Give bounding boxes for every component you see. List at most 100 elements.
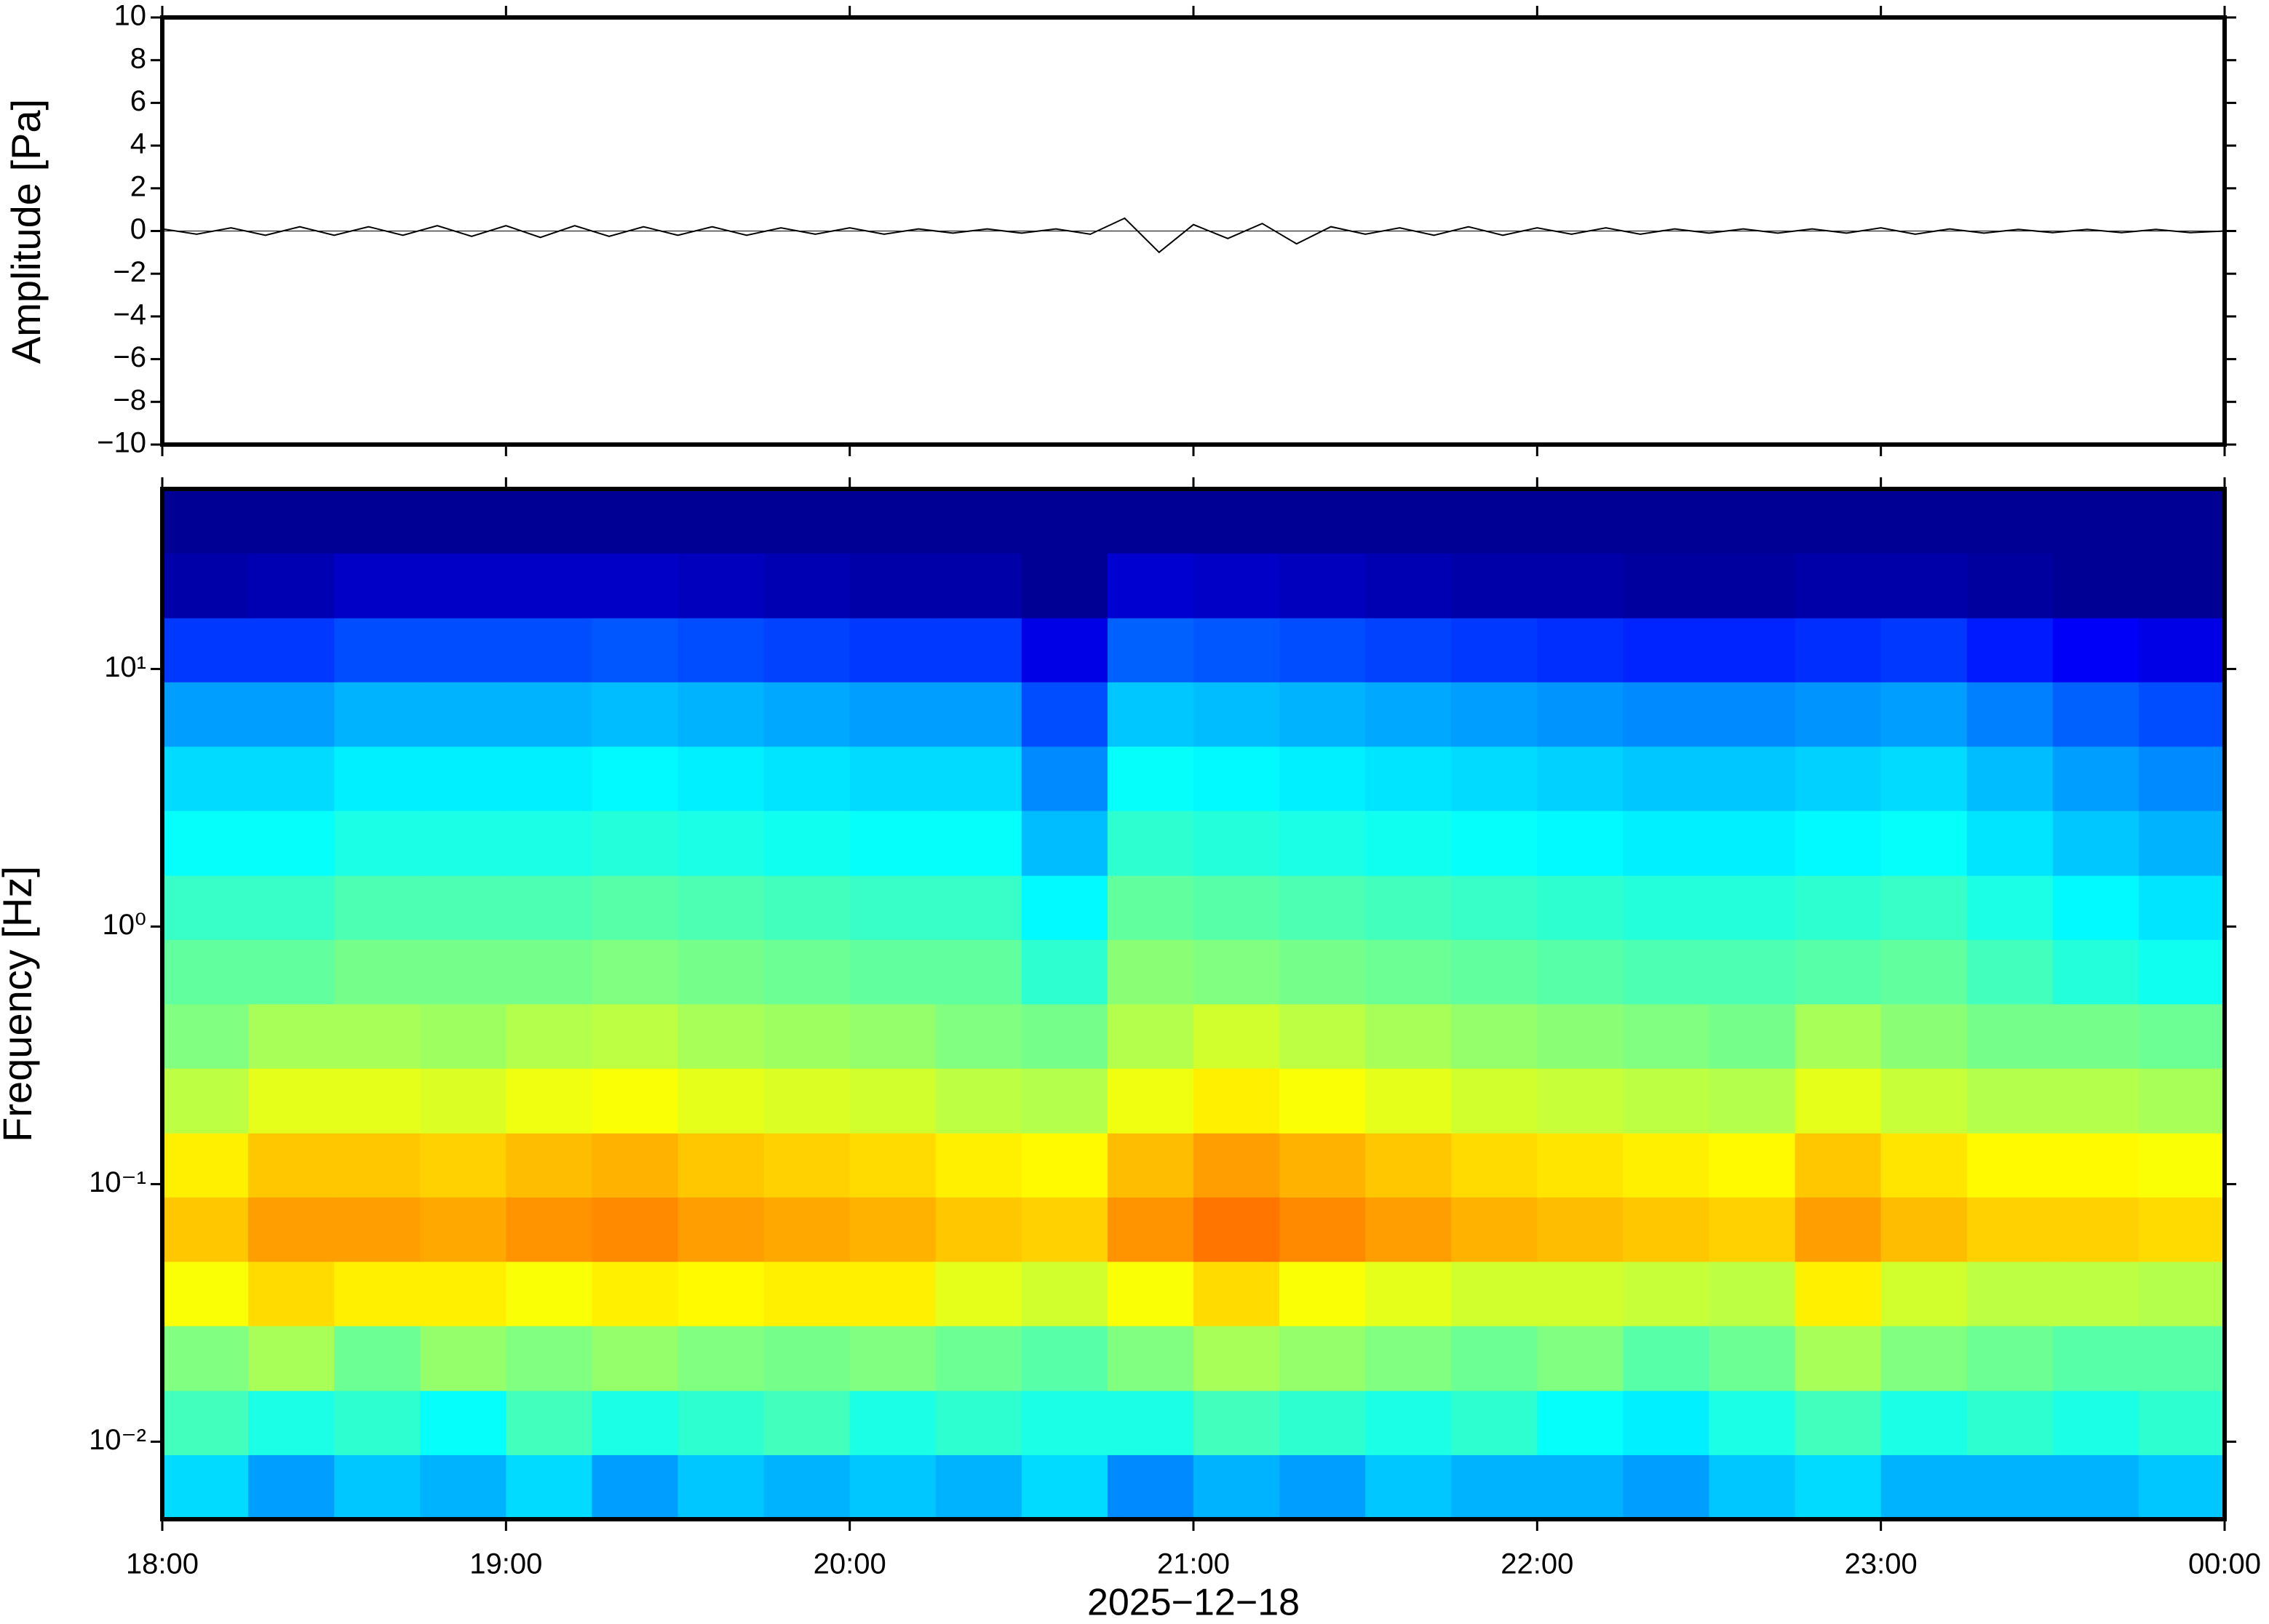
x-tick-label: 20:00 xyxy=(814,1548,886,1580)
spectrogram-cell xyxy=(1880,1326,1968,1391)
spectrogram-cell xyxy=(677,1133,765,1198)
spectrogram-cell xyxy=(763,1003,851,1069)
spectrogram-cell xyxy=(1451,1261,1538,1326)
spectrogram-cell xyxy=(420,1197,506,1262)
spectrogram-cell xyxy=(849,875,937,940)
spectrogram-cell xyxy=(677,939,765,1005)
x-tick-label: 21:00 xyxy=(1157,1548,1230,1580)
spectrogram-cell xyxy=(1623,1326,1710,1391)
spectrogram-cell xyxy=(2138,682,2225,747)
spectrogram-cell xyxy=(506,553,593,618)
spectrogram-cell xyxy=(1365,1326,1452,1391)
y-tick-label: 2 xyxy=(130,170,146,202)
spectrogram-cell xyxy=(763,553,851,618)
spectrogram-cell xyxy=(935,682,1022,747)
spectrogram-cell xyxy=(677,1390,765,1455)
spectrogram-cell xyxy=(1880,553,1968,618)
spectrogram-cell xyxy=(1709,1133,1796,1198)
spectrogram-cell xyxy=(2138,1068,2225,1134)
y-tick-label: 10 xyxy=(114,0,147,32)
spectrogram-cell xyxy=(763,746,851,811)
spectrogram-cell xyxy=(1107,489,1194,554)
spectrogram-cell xyxy=(1795,1133,1882,1198)
spectrogram-cell xyxy=(248,1390,335,1455)
spectrogram-cell xyxy=(1880,1454,1968,1520)
spectrogram-cell xyxy=(1279,1326,1366,1391)
spectrogram-cell xyxy=(1193,1197,1280,1262)
spectrogram-cell xyxy=(1193,682,1280,747)
spectrogram-cell xyxy=(334,1261,421,1326)
spectrogram-cell xyxy=(677,553,765,618)
spectrogram-cell xyxy=(1795,1454,1882,1520)
spectrogram-cell xyxy=(1709,489,1796,554)
x-axis-label: 2025−12−18 xyxy=(1087,1582,1300,1624)
spectrogram-cell xyxy=(1279,939,1366,1005)
spectrogram-cell xyxy=(1537,1454,1624,1520)
spectrogram-cell xyxy=(677,489,765,554)
spectrogram-cell xyxy=(592,1003,679,1069)
spectrogram-cell xyxy=(1279,811,1366,876)
spectrogram-cell xyxy=(935,1390,1022,1455)
spectrogram-cell xyxy=(1795,1390,1882,1455)
spectrogram-cell xyxy=(1623,746,1710,811)
spectrogram-cell xyxy=(1451,1003,1538,1069)
spectrogram-cell xyxy=(248,618,335,682)
spectrogram-cell xyxy=(1451,811,1538,876)
spectrogram-cell xyxy=(420,1390,506,1455)
spectrogram-cell xyxy=(763,618,851,682)
spectrogram-cell xyxy=(1193,553,1280,618)
panel-frame xyxy=(160,487,2227,1521)
spectrogram-cell xyxy=(162,1454,249,1520)
spectrogram-cell xyxy=(1795,1261,1882,1326)
spectrogram-cell xyxy=(2138,489,2225,554)
spectrogram-cell xyxy=(506,875,593,940)
spectrogram-cell xyxy=(1107,939,1194,1005)
spectrogram-cell xyxy=(1966,1390,2054,1455)
spectrogram-cell xyxy=(1709,1390,1796,1455)
spectrogram-cell xyxy=(1365,682,1452,747)
spectrogram-cell xyxy=(677,1326,765,1391)
spectrogram-cell xyxy=(2052,1326,2139,1391)
spectrogram-cell xyxy=(1709,1261,1796,1326)
spectrogram-cell xyxy=(849,811,937,876)
spectrogram-cell xyxy=(1021,1133,1108,1198)
spectrogram-cell xyxy=(1537,682,1624,747)
spectrogram-cell xyxy=(506,618,593,682)
spectrogram-cell xyxy=(677,1003,765,1069)
spectrogram-cell xyxy=(849,939,937,1005)
x-tick-label: 22:00 xyxy=(1501,1548,1573,1580)
spectrogram-cell xyxy=(592,682,679,747)
spectrogram-cell xyxy=(1451,1197,1538,1262)
spectrogram-cell xyxy=(1107,1326,1194,1391)
spectrogram-cell xyxy=(1021,1197,1108,1262)
spectrogram-cell xyxy=(248,682,335,747)
spectrogram-cell xyxy=(2052,811,2139,876)
spectrogram-cell xyxy=(1021,875,1108,940)
spectrogram-cell xyxy=(1537,553,1624,618)
spectrogram-cell xyxy=(248,1326,335,1391)
spectrogram-cell xyxy=(1880,1133,1968,1198)
spectrogram-cell xyxy=(1193,489,1280,554)
spectrogram-cell xyxy=(2052,489,2139,554)
spectrogram-cell xyxy=(1365,1261,1452,1326)
spectrogram-cell xyxy=(763,1133,851,1198)
spectrogram-cell xyxy=(1537,1003,1624,1069)
y-tick-label: 10⁻¹ xyxy=(89,1166,146,1198)
spectrogram-cell xyxy=(1451,1390,1538,1455)
spectrogram-cell xyxy=(2052,1068,2139,1134)
x-tick-label: 23:00 xyxy=(1845,1548,1918,1580)
spectrogram-cell xyxy=(1365,1454,1452,1520)
spectrogram-cell xyxy=(935,618,1022,682)
spectrogram-cell xyxy=(248,1197,335,1262)
y-tick-label: −6 xyxy=(113,341,146,373)
spectrogram-cell xyxy=(677,618,765,682)
spectrogram-cell xyxy=(420,1133,506,1198)
spectrogram-cell xyxy=(763,489,851,554)
spectrogram-cell xyxy=(1623,939,1710,1005)
y-tick-label: 0 xyxy=(130,213,146,245)
spectrogram-cell xyxy=(1193,1390,1280,1455)
spectrogram-cell xyxy=(1966,1068,2054,1134)
spectrogram-cell xyxy=(1365,1003,1452,1069)
spectrogram-cell xyxy=(506,1197,593,1262)
spectrogram-cell xyxy=(1966,811,2054,876)
